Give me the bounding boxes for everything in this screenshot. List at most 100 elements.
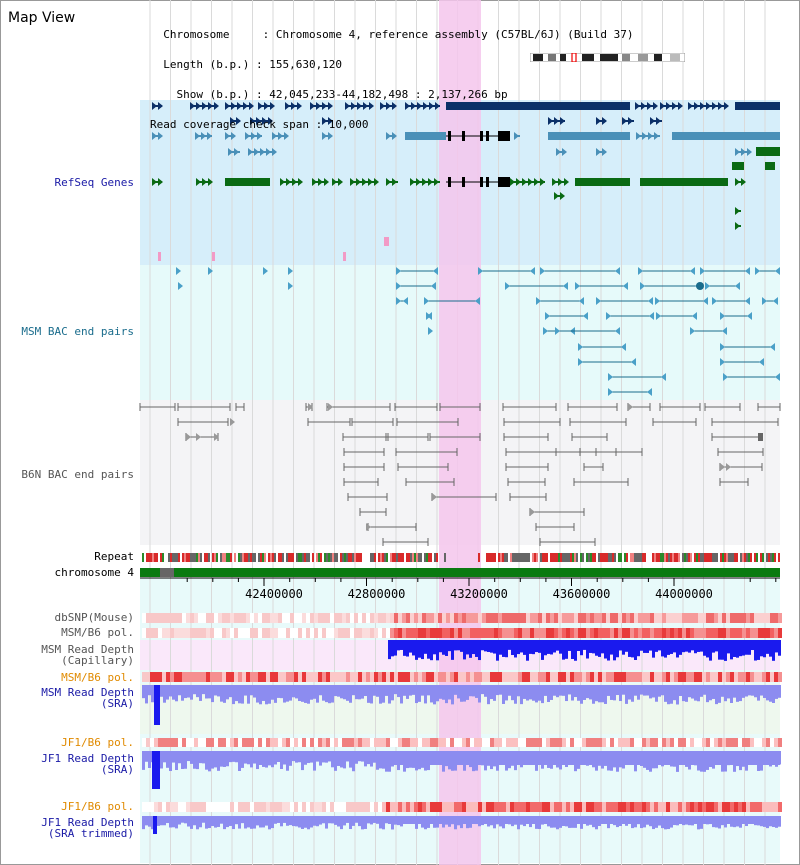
msm-sra-depth-bar (658, 685, 661, 697)
jf1-pol-bin (614, 802, 618, 812)
jf1-pol-bin (398, 738, 402, 747)
msm-pol-bin (662, 628, 666, 638)
msm-sra-depth-bar (526, 685, 529, 701)
jf1-pol-bin (446, 802, 450, 812)
msm-pol-bin (322, 672, 326, 682)
msm-pol-bin (742, 628, 746, 638)
track-label-dbsnp[interactable]: dbSNP(Mouse) (54, 611, 134, 624)
jf1-pol-bin (674, 802, 678, 812)
capillary-depth-bar (394, 640, 397, 656)
repeat-element (662, 553, 664, 562)
msm-pol-bin (310, 672, 314, 682)
msm-pol-bin (450, 672, 454, 682)
jf1-pol-bin (362, 738, 366, 747)
gene-arrow (560, 192, 565, 200)
msm-pol-bin (514, 672, 518, 682)
msm-pol-bin (578, 672, 582, 682)
gene-arrow (374, 178, 379, 186)
jf1-pol-bin (310, 738, 314, 747)
capillary-depth-bar (634, 640, 637, 660)
msm-pol-bin (398, 672, 402, 682)
repeat-element (582, 553, 584, 562)
jf1-pol-bin (370, 738, 374, 747)
jf1-pol-bin (190, 738, 194, 747)
jf1-sra-depth-bar (274, 751, 277, 765)
msm-sra-depth-bar (610, 685, 613, 700)
jf1-trim-depth-bar (235, 816, 238, 825)
bac-end (649, 312, 654, 320)
gene-arrow (635, 102, 640, 110)
capillary-depth-bar (769, 640, 772, 657)
track-label-msm-depth-sra[interactable]: MSM Read Depth (SRA) (0, 687, 140, 709)
msm-sra-depth-bar (202, 685, 205, 695)
bac-end (366, 523, 371, 531)
jf1-trim-depth-bar (289, 816, 292, 826)
capillary-depth-bar (580, 640, 583, 656)
track-label-jf1-depth-trimmed[interactable]: JF1 Read Depth (SRA trimmed) (0, 817, 140, 839)
capillary-depth-bar (550, 640, 553, 655)
gene-arrow (416, 178, 421, 186)
jf1-pol-bin (714, 802, 718, 812)
msm-pol-bin (670, 628, 674, 638)
chromosome-ideogram[interactable] (530, 53, 685, 62)
msm-pol-bin (602, 672, 606, 682)
msm-sra-depth-bar (562, 685, 565, 696)
repeat-element (384, 553, 386, 562)
track-label-msm-bac[interactable]: MSM BAC end pairs (21, 325, 134, 338)
capillary-depth-bar (748, 640, 751, 655)
track-label-msm-b6-pol-2[interactable]: MSM/B6 pol. (61, 671, 134, 684)
msm-pol-bin (618, 672, 622, 682)
track-label-refseq[interactable]: RefSeq Genes (54, 176, 134, 189)
gene-arrow (435, 102, 440, 110)
msm-pol-bin (742, 672, 746, 682)
capillary-depth-bar (730, 640, 733, 660)
dbsnp-bin (582, 613, 586, 623)
msm-sra-depth-bar (538, 685, 541, 701)
jf1-trim-depth-bar (295, 816, 298, 827)
msm-pol-bin (630, 672, 634, 682)
track-label-b6n-bac[interactable]: B6N BAC end pairs (21, 468, 134, 481)
msm-sra-depth-bar (283, 685, 286, 703)
track-label-repeat[interactable]: Repeat (94, 550, 134, 563)
msm-pol-bin (710, 628, 714, 638)
capillary-depth-bar (643, 640, 646, 653)
msm-sra-depth-bar (220, 685, 223, 702)
repeat-element (212, 553, 214, 562)
jf1-pol-bin (350, 738, 354, 747)
msm-pol-bin (374, 628, 378, 638)
bac-end (563, 282, 568, 290)
capillary-depth-bar (511, 640, 514, 656)
msm-pol-bin (466, 672, 470, 682)
gene-block (765, 162, 775, 170)
msm-pol-bin (526, 628, 530, 638)
msm-sra-depth-bar (322, 685, 325, 701)
jf1-sra-depth-bar (346, 751, 349, 762)
gene-arrow (236, 117, 241, 125)
gene-arrow (678, 102, 683, 110)
bac-end (745, 267, 750, 275)
jf1-sra-depth-bar (187, 751, 190, 762)
msm-pol-bin (702, 672, 706, 682)
track-label-msm-depth-capillary[interactable]: MSM Read Depth (Capillary) (0, 644, 140, 666)
msm-sra-depth-bar (766, 685, 769, 701)
jf1-pol-bin (174, 802, 178, 812)
msm-sra-depth-bar (502, 685, 505, 704)
msm-sra-depth-bar (625, 685, 628, 704)
track-label-jf1-b6-pol[interactable]: JF1/B6 pol. (61, 736, 134, 749)
msm-sra-depth-bar (613, 685, 616, 701)
jf1-pol-bin (270, 802, 274, 812)
track-label-jf1-b6-pol-2[interactable]: JF1/B6 pol. (61, 800, 134, 813)
dbsnp-bin (438, 613, 442, 623)
gene-arrow (328, 117, 333, 125)
track-label-msm-b6-pol[interactable]: MSM/B6 pol. (61, 626, 134, 639)
axis-tick-label: 44000000 (655, 587, 713, 601)
gene-arrow (284, 132, 289, 140)
msm-pol-bin (142, 628, 146, 638)
gene-arrow (392, 102, 397, 110)
track-label-jf1-depth-sra[interactable]: JF1 Read Depth (SRA) (0, 753, 140, 775)
jf1-pol-bin (762, 738, 766, 747)
jf1-pol-bin (238, 738, 242, 747)
jf1-pol-bin (366, 802, 370, 812)
msm-pol-bin (454, 628, 458, 638)
